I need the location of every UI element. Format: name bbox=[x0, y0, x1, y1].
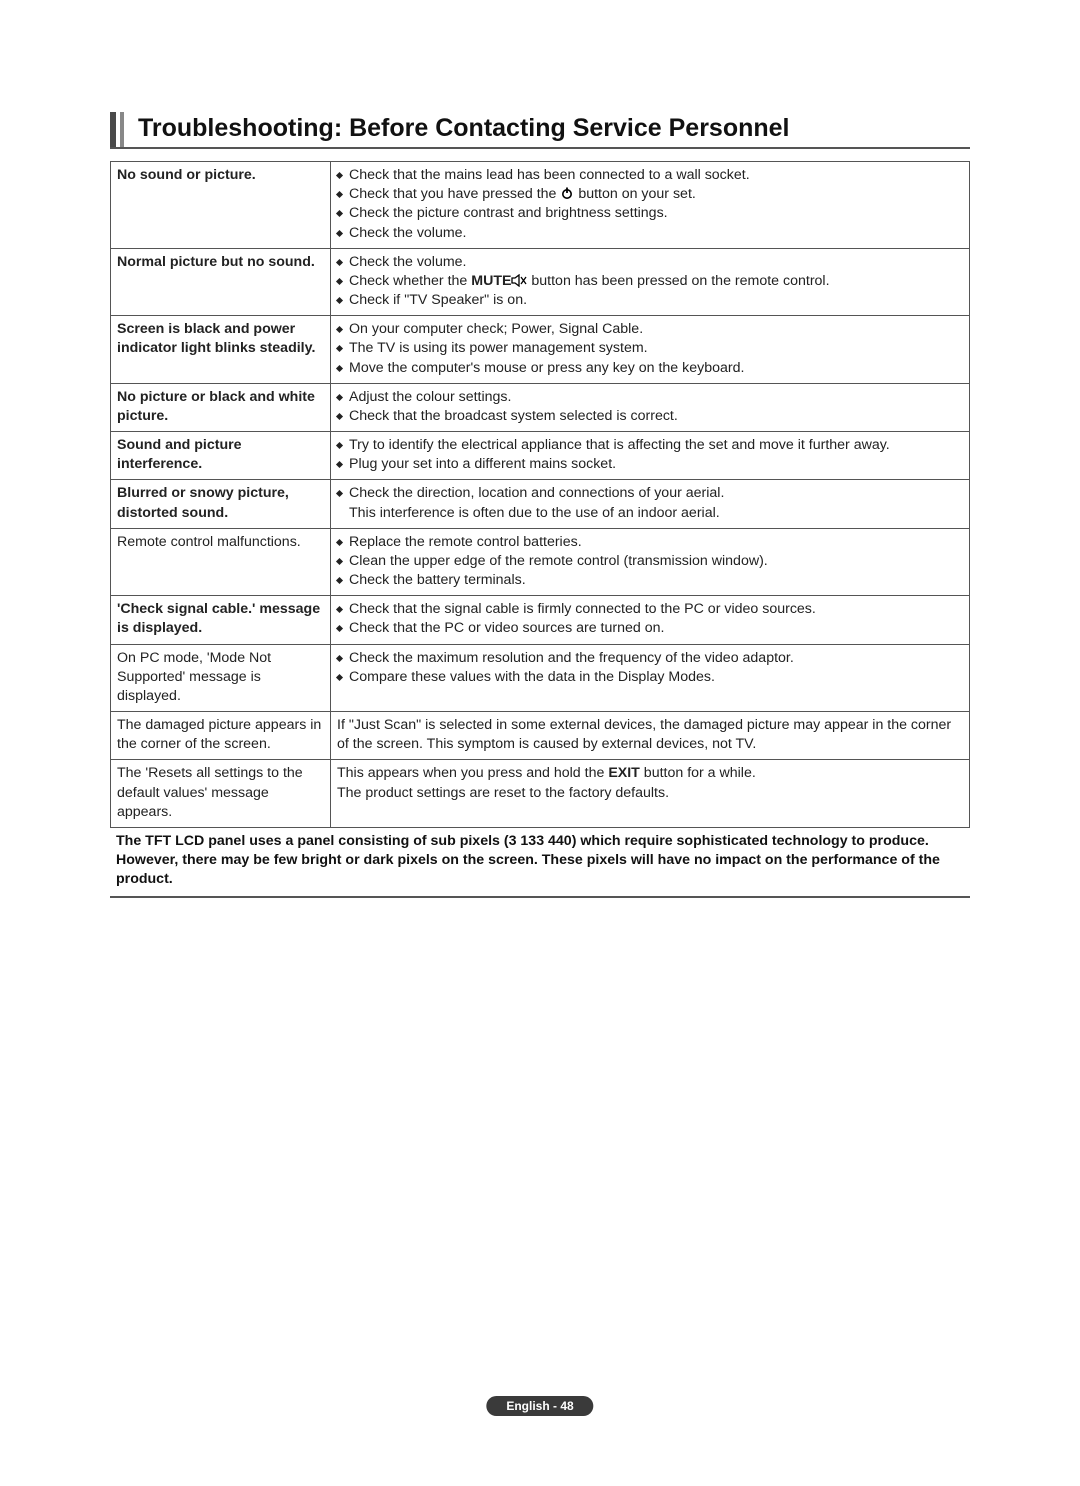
manual-page: Troubleshooting: Before Contacting Servi… bbox=[0, 0, 1080, 1486]
table-row: Screen is black and power indicator ligh… bbox=[111, 316, 970, 384]
solution-item: This interference is often due to the us… bbox=[337, 504, 963, 523]
solution-list: Check the maximum resolution and the fre… bbox=[337, 649, 963, 687]
solution-list: Check the direction, location and connec… bbox=[337, 484, 963, 522]
solution-item: Check the direction, location and connec… bbox=[337, 484, 963, 503]
solution-item: Check the picture contrast and brightnes… bbox=[337, 204, 963, 223]
problem-cell: The 'Resets all settings to the default … bbox=[111, 760, 331, 828]
solution-item: Check that the broadcast system selected… bbox=[337, 407, 963, 426]
table-row: On PC mode, 'Mode Not Supported' message… bbox=[111, 644, 970, 712]
solution-item: On your computer check; Power, Signal Ca… bbox=[337, 320, 963, 339]
solution-list: Check that the mains lead has been conne… bbox=[337, 166, 963, 243]
solution-item: Clean the upper edge of the remote contr… bbox=[337, 552, 963, 571]
solution-list: Check the volume.Check whether the MUTE … bbox=[337, 253, 963, 311]
solution-cell: Check that the mains lead has been conne… bbox=[331, 162, 970, 249]
page-title: Troubleshooting: Before Contacting Servi… bbox=[138, 112, 790, 147]
solution-list: On your computer check; Power, Signal Ca… bbox=[337, 320, 963, 378]
solution-item: Check the volume. bbox=[337, 253, 963, 272]
footnote-text: The TFT LCD panel uses a panel consistin… bbox=[110, 828, 970, 898]
decor-bar bbox=[110, 112, 116, 147]
table-row: Remote control malfunctions.Replace the … bbox=[111, 528, 970, 596]
problem-cell: No picture or black and white picture. bbox=[111, 383, 331, 431]
table-row: No sound or picture. Check that the mains… bbox=[111, 162, 970, 249]
solution-item: Try to identify the electrical appliance… bbox=[337, 436, 963, 455]
solution-list: Adjust the colour settings.Check that th… bbox=[337, 388, 963, 426]
solution-list: Check that the signal cable is firmly co… bbox=[337, 600, 963, 638]
problem-cell: No sound or picture. bbox=[111, 162, 331, 249]
solution-cell: On your computer check; Power, Signal Ca… bbox=[331, 316, 970, 384]
solution-cell: Check the maximum resolution and the fre… bbox=[331, 644, 970, 712]
solution-item: The TV is using its power management sys… bbox=[337, 339, 963, 358]
table-row: Normal picture but no sound.Check the vo… bbox=[111, 248, 970, 316]
title-decor bbox=[110, 112, 128, 147]
problem-cell: Normal picture but no sound. bbox=[111, 248, 331, 316]
solution-cell: Adjust the colour settings.Check that th… bbox=[331, 383, 970, 431]
solution-item: Adjust the colour settings. bbox=[337, 388, 963, 407]
table-row: Sound and picture interference. Try to id… bbox=[111, 432, 970, 480]
solution-cell: If "Just Scan" is selected in some exter… bbox=[331, 712, 970, 760]
solution-item: Check the maximum resolution and the fre… bbox=[337, 649, 963, 668]
solution-item: Compare these values with the data in th… bbox=[337, 668, 963, 687]
solution-cell: Replace the remote control batteries.Cle… bbox=[331, 528, 970, 596]
solution-item: Move the computer's mouse or press any k… bbox=[337, 359, 963, 378]
solution-item: Replace the remote control batteries. bbox=[337, 533, 963, 552]
problem-cell: Remote control malfunctions. bbox=[111, 528, 331, 596]
solution-item: Check the volume. bbox=[337, 224, 963, 243]
solution-item: Plug your set into a different mains soc… bbox=[337, 455, 963, 474]
problem-cell: Sound and picture interference. bbox=[111, 432, 331, 480]
solution-item: Check that the PC or video sources are t… bbox=[337, 619, 963, 638]
solution-cell: Check the volume.Check whether the MUTE … bbox=[331, 248, 970, 316]
solution-cell: This appears when you press and hold the… bbox=[331, 760, 970, 828]
problem-cell: Blurred or snowy picture, distorted soun… bbox=[111, 480, 331, 528]
power-icon bbox=[560, 186, 574, 200]
solution-cell: Check that the signal cable is firmly co… bbox=[331, 596, 970, 644]
solution-cell: Check the direction, location and connec… bbox=[331, 480, 970, 528]
solution-item: Check whether the MUTE button has been p… bbox=[337, 272, 963, 291]
solution-item: Check that you have pressed the button o… bbox=[337, 185, 963, 204]
problem-cell: On PC mode, 'Mode Not Supported' message… bbox=[111, 644, 331, 712]
decor-bar bbox=[120, 112, 124, 147]
solution-list: Replace the remote control batteries.Cle… bbox=[337, 533, 963, 591]
table-row: The 'Resets all settings to the default … bbox=[111, 760, 970, 828]
solution-item: Check that the mains lead has been conne… bbox=[337, 166, 963, 185]
mute-icon bbox=[511, 274, 527, 287]
troubleshooting-table: No sound or picture. Check that the mains… bbox=[110, 161, 970, 828]
solution-list: Try to identify the electrical appliance… bbox=[337, 436, 963, 474]
solution-item: Check if "TV Speaker" is on. bbox=[337, 291, 963, 310]
table-row: The damaged picture appears in the corne… bbox=[111, 712, 970, 760]
solution-item: Check the battery terminals. bbox=[337, 571, 963, 590]
table-row: 'Check signal cable.' message is display… bbox=[111, 596, 970, 644]
table-row: No picture or black and white picture.Ad… bbox=[111, 383, 970, 431]
problem-cell: 'Check signal cable.' message is display… bbox=[111, 596, 331, 644]
problem-cell: Screen is black and power indicator ligh… bbox=[111, 316, 331, 384]
problem-cell: The damaged picture appears in the corne… bbox=[111, 712, 331, 760]
solution-item: Check that the signal cable is firmly co… bbox=[337, 600, 963, 619]
solution-cell: Try to identify the electrical appliance… bbox=[331, 432, 970, 480]
table-row: Blurred or snowy picture, distorted soun… bbox=[111, 480, 970, 528]
page-number-badge: English - 48 bbox=[486, 1396, 593, 1416]
title-section: Troubleshooting: Before Contacting Servi… bbox=[110, 112, 970, 149]
